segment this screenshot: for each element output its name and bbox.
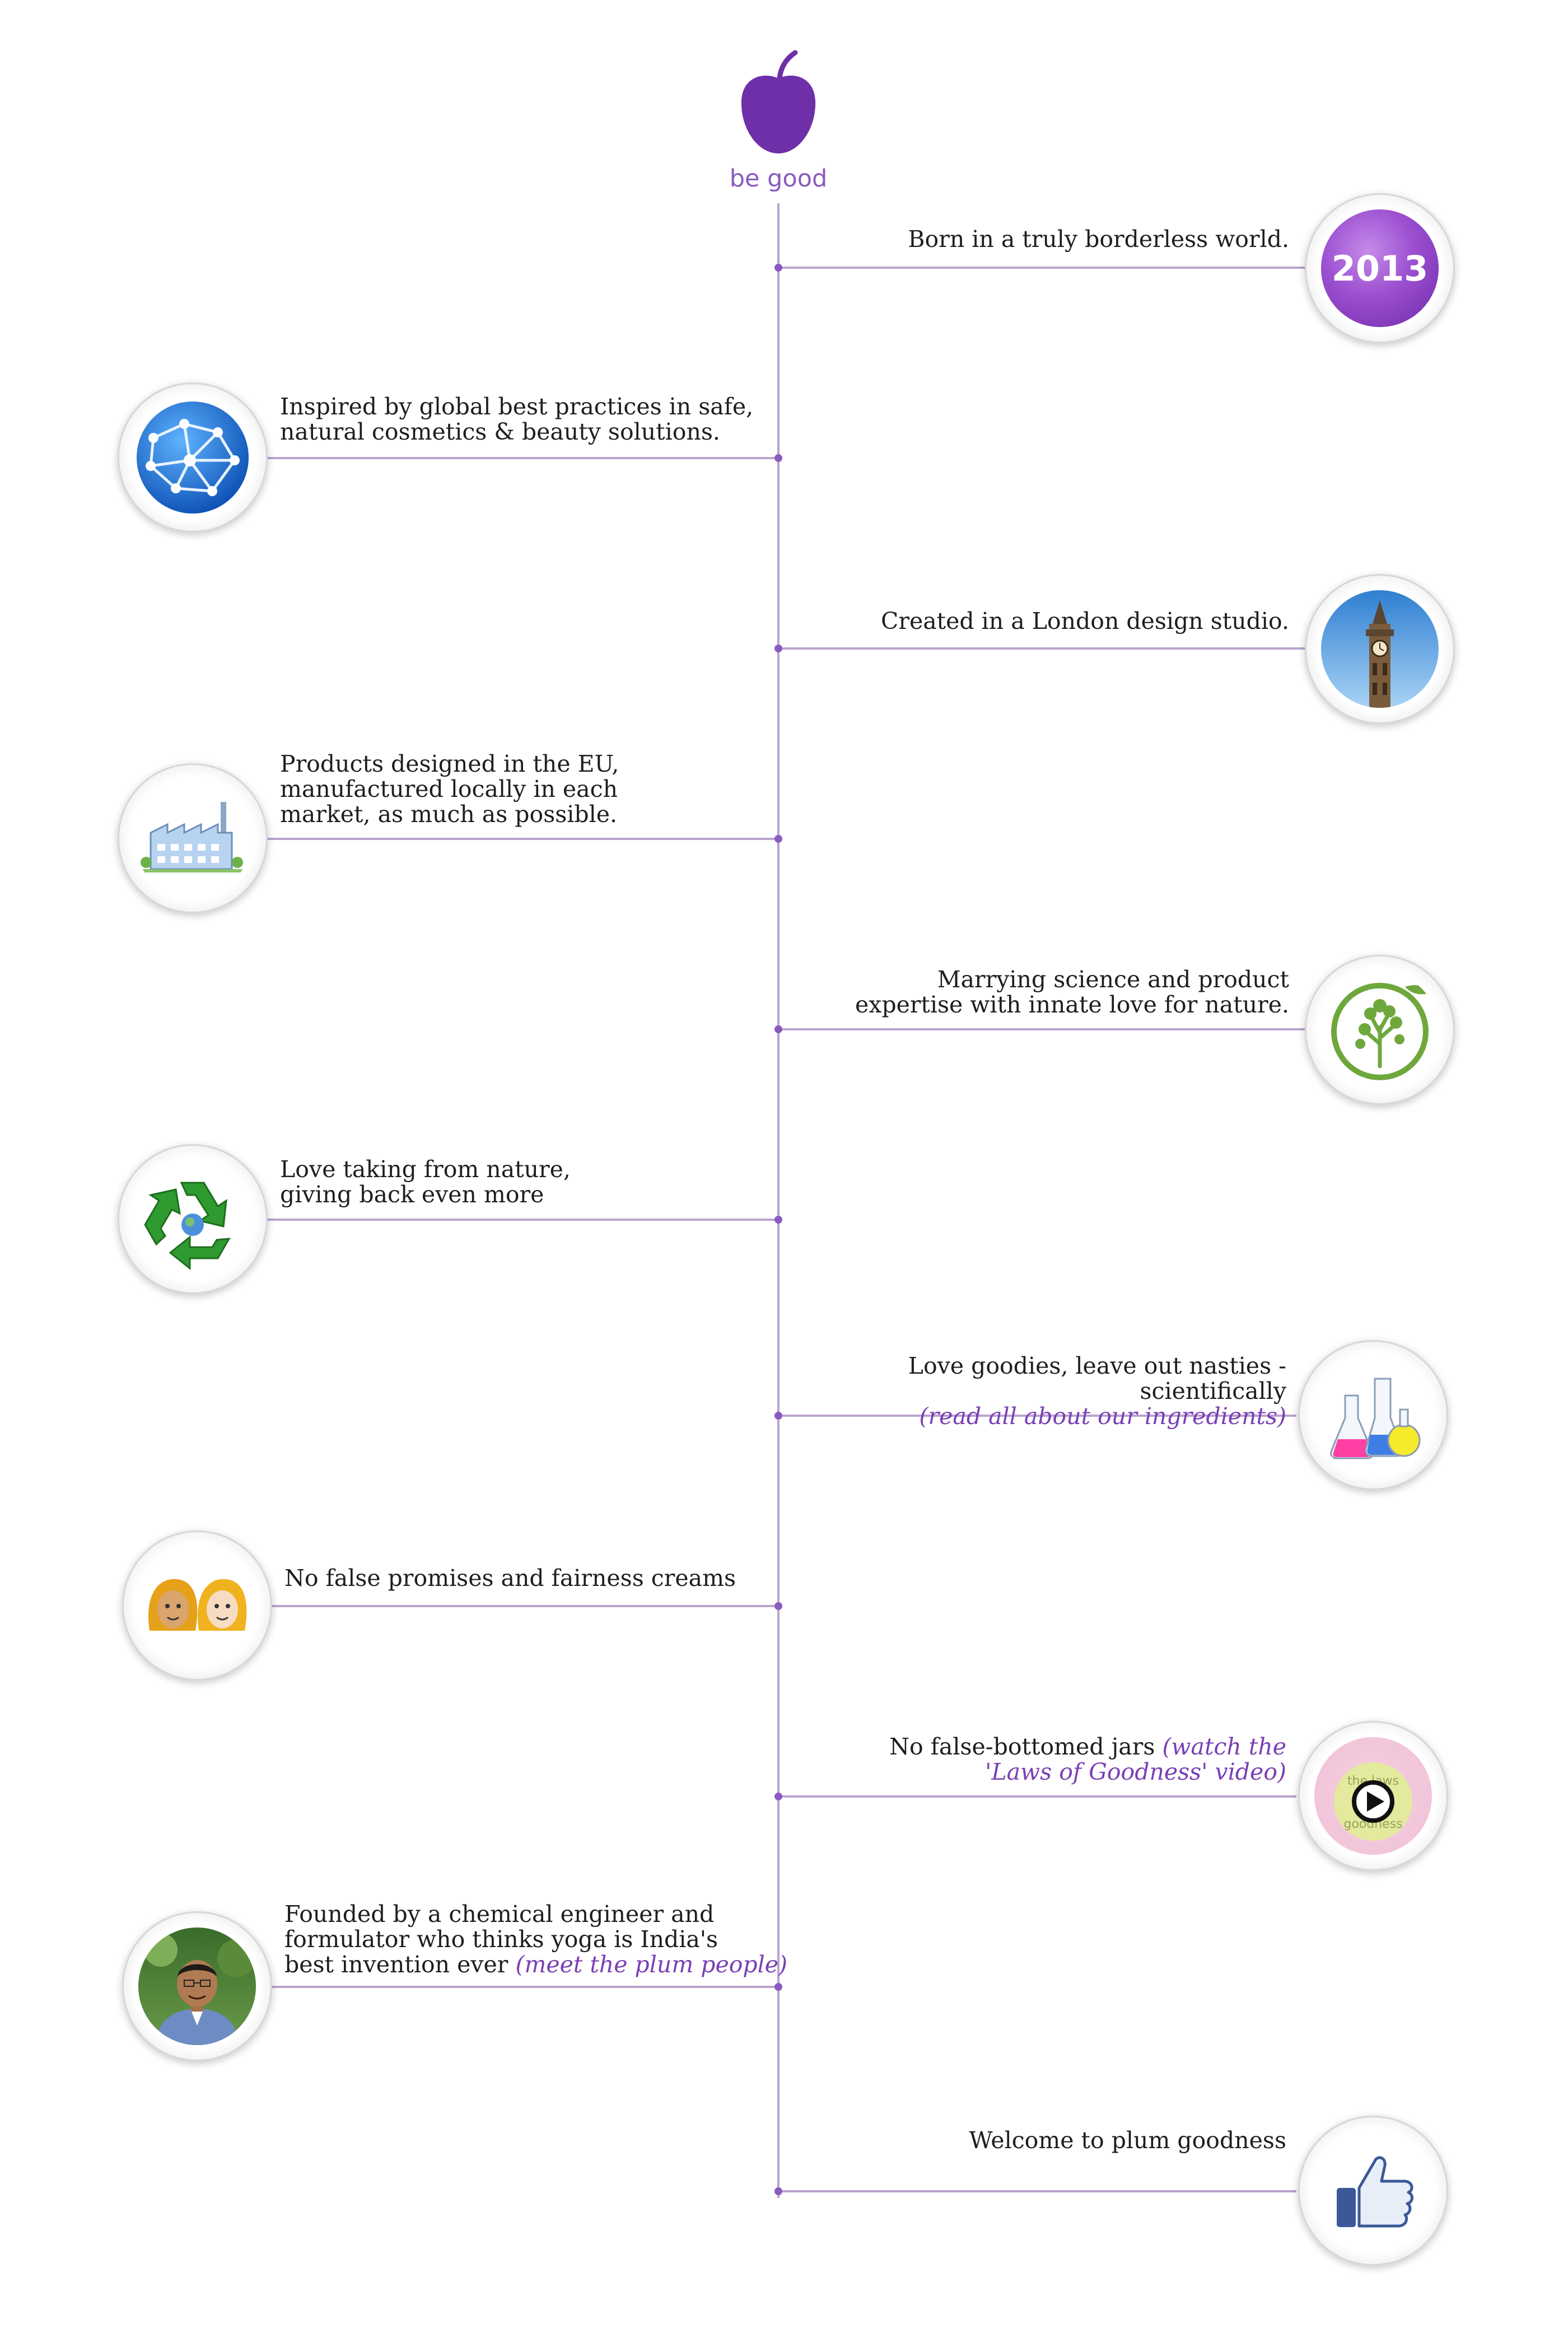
timeline-text: Love taking from nature, giving back eve… bbox=[280, 1156, 571, 1208]
year-2013-badge: 2013 bbox=[1331, 248, 1429, 289]
timeline-badge bbox=[1305, 574, 1455, 724]
timeline-text: No false promises and fairness creams bbox=[284, 1565, 736, 1592]
timeline-node bbox=[774, 1983, 782, 1991]
two-faces-icon bbox=[148, 1579, 247, 1631]
tree-icon bbox=[1331, 983, 1429, 1080]
lab-flasks-icon bbox=[1330, 1378, 1421, 1459]
timeline-badge: 2013 bbox=[1305, 193, 1455, 343]
timeline-node bbox=[774, 1793, 782, 1800]
brand-logo[interactable]: be good bbox=[722, 49, 834, 193]
timeline-badge bbox=[118, 763, 268, 913]
timeline-connector bbox=[778, 1415, 1296, 1417]
timeline-node bbox=[774, 1412, 782, 1420]
timeline-node bbox=[774, 645, 782, 652]
factory-icon bbox=[139, 802, 246, 872]
timeline-spine bbox=[777, 203, 780, 2198]
timeline-node bbox=[774, 264, 782, 272]
brand-tagline: be good bbox=[729, 165, 828, 193]
timeline-badge bbox=[1298, 1340, 1448, 1490]
timeline-text: No false-bottomed jars (watch the 'Laws … bbox=[782, 1734, 1286, 1785]
timeline-connector bbox=[778, 1795, 1296, 1798]
recycle-icon bbox=[144, 1182, 231, 1271]
video-play-icon[interactable]: the laws of goodness bbox=[1314, 1737, 1432, 1855]
timeline-text: Inspired by global best practices in saf… bbox=[280, 393, 754, 445]
timeline-badge[interactable]: the laws of goodness bbox=[1298, 1721, 1448, 1871]
timeline-badge bbox=[1305, 955, 1455, 1105]
timeline-badge bbox=[118, 1144, 268, 1294]
timeline-connector bbox=[264, 457, 778, 459]
timeline-node bbox=[774, 835, 782, 843]
laws-of-goodness-link[interactable]: (watch the bbox=[1162, 1733, 1286, 1760]
thumbs-up-icon bbox=[1337, 2156, 1413, 2228]
timeline-text: Born in a truly borderless world. bbox=[908, 226, 1289, 253]
timeline-connector bbox=[264, 1219, 778, 1221]
timeline-badge bbox=[122, 1530, 272, 1681]
timeline-connector bbox=[269, 1986, 778, 1988]
timeline-node bbox=[774, 454, 782, 462]
timeline-connector bbox=[778, 647, 1305, 650]
timeline-node bbox=[774, 1025, 782, 1033]
timeline-node bbox=[774, 1602, 782, 1610]
laws-of-goodness-link-line2[interactable]: 'Laws of Goodness' video) bbox=[985, 1758, 1286, 1785]
plum-logo-icon bbox=[741, 50, 816, 153]
timeline-connector bbox=[269, 1605, 778, 1607]
timeline-node bbox=[774, 2187, 782, 2195]
timeline-badge bbox=[1298, 2116, 1448, 2266]
timeline-text: Founded by a chemical engineer and formu… bbox=[284, 1901, 788, 1978]
timeline-connector bbox=[778, 2190, 1296, 2192]
timeline-connector bbox=[264, 838, 778, 840]
timeline-text: Welcome to plum goodness bbox=[969, 2127, 1286, 2154]
founder-photo bbox=[144, 1933, 255, 2045]
ingredients-link[interactable]: (read all about our ingredients) bbox=[919, 1403, 1286, 1430]
timeline-connector bbox=[778, 1028, 1305, 1030]
timeline-text: Products designed in the EU, manufacture… bbox=[280, 750, 619, 828]
timeline-text: Created in a London design studio. bbox=[880, 608, 1289, 634]
timeline-text: Marrying science and product expertise w… bbox=[855, 966, 1289, 1018]
timeline-text: Love goodies, leave out nasties - scient… bbox=[782, 1354, 1286, 1429]
big-ben-icon bbox=[1366, 600, 1394, 708]
plum-people-link[interactable]: (meet the plum people) bbox=[515, 1951, 788, 1978]
timeline-node bbox=[774, 1216, 782, 1224]
timeline-badge bbox=[118, 382, 268, 533]
timeline-badge bbox=[122, 1911, 272, 2061]
timeline-connector bbox=[778, 267, 1305, 269]
globe-network-icon bbox=[137, 402, 249, 514]
